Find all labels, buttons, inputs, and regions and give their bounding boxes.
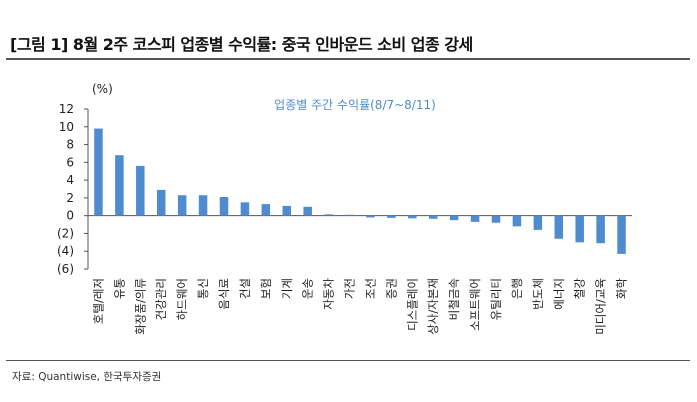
category-label: 음식료 [217,278,231,310]
category-label: 디스플레이 [405,278,419,331]
top-divider [6,58,690,60]
category-label: 화학 [615,278,629,300]
category-label: 가전 [343,278,357,299]
source-note: 자료: Quantiwise, 한국투자증권 [12,371,162,383]
bar-4 [156,189,166,216]
bar-10 [282,205,292,216]
bar-19 [470,215,480,222]
category-label: 호텔/레저 [92,278,106,324]
category-label: 유통 [112,278,126,299]
bar-23 [554,215,564,239]
bar-24 [575,215,584,243]
bars [88,128,632,254]
y-tick-label: 0 [66,209,74,223]
category-label: 상사/자본재 [426,278,440,335]
category-label: 반도체 [531,278,545,310]
category-label: 조선 [364,278,378,299]
bottom-divider [6,360,690,361]
category-label: 소프트웨어 [468,278,482,331]
y-tick-label: 6 [66,155,74,169]
y-axis: 12 10 8 6 4 2 0 (2) (4) (6) [57,102,89,276]
y-tick-label: 10 [59,120,74,134]
category-label: 자동차 [322,278,336,310]
category-label: 은행 [510,278,524,299]
category-label: 건설 [238,278,252,299]
bar-5 [177,195,187,216]
y-tick-label: 12 [59,102,74,116]
y-tick-label: (6) [57,262,74,276]
bar-11 [303,206,312,216]
y-tick-label: 4 [66,173,74,187]
bar-15 [387,215,396,218]
bar-25 [596,215,605,244]
bar-13 [345,214,354,216]
category-label: 비철금속 [447,278,461,320]
unit-label: (%) [92,82,113,96]
y-tick-label: 2 [66,191,74,205]
bar-12 [324,214,333,216]
bar-22 [533,215,543,230]
bar-26 [617,215,626,254]
y-tick-label: 8 [66,138,74,152]
bar-2 [115,155,124,216]
figure-title: [그림 1] 8월 2주 코스피 업종별 수익률: 중국 인바운드 소비 업종 … [10,35,473,54]
category-label: 통신 [196,278,210,299]
category-label: 증권 [384,278,398,299]
y-tick-label: (4) [57,244,74,258]
category-label: 에너지 [552,278,566,310]
category-labels: 호텔/레저 유통 화장품/의류 건강관리 하드웨어 통신 음식료 건설 보험 기계 운송 자동차 가전 조… [92,278,629,335]
bar-14 [366,215,375,218]
bar-3 [136,165,145,216]
category-label: 보험 [259,278,273,299]
category-label: 건강관리 [154,278,168,320]
bar-7 [219,197,229,216]
bar-6 [198,195,208,216]
bar-chart: (%) 업종별 주간 수익률(8/7~8/11) 12 10 8 6 4 2 0 (2) (4)… [57,82,632,335]
bar-8 [240,202,250,216]
bar-21 [512,215,522,227]
category-label: 철강 [573,278,587,300]
chart-title: 업종별 주간 수익률(8/7~8/11) [274,98,436,112]
bar-9 [261,204,271,216]
bar-20 [491,215,501,223]
bar-16 [408,215,417,219]
category-label: 운송 [301,278,315,299]
category-label: 화장품/의류 [133,278,147,335]
bar-17 [428,215,438,219]
category-label: 하드웨어 [175,278,189,320]
category-label: 미디어/교육 [594,278,608,335]
bar-18 [449,215,459,221]
bar-1 [94,128,103,216]
y-tick-label: (2) [57,226,74,240]
category-label: 유틸리티 [489,278,503,320]
category-label: 기계 [280,278,294,299]
